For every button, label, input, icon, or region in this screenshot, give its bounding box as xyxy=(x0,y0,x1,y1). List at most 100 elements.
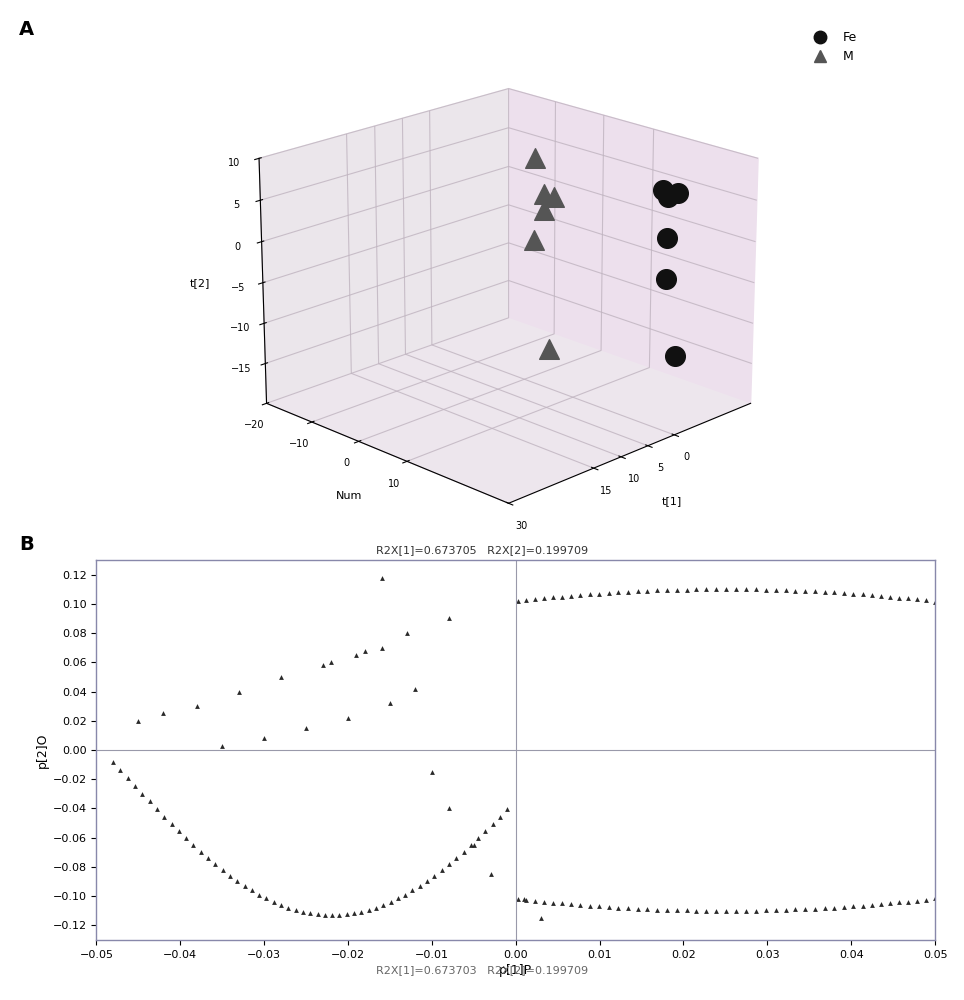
Point xyxy=(738,581,754,597)
Point xyxy=(729,903,744,919)
Point xyxy=(309,906,325,922)
Point xyxy=(237,878,253,894)
Point xyxy=(919,592,934,608)
Point xyxy=(778,582,793,598)
Point xyxy=(317,907,333,923)
Point xyxy=(601,899,616,915)
Point xyxy=(554,895,570,911)
Point xyxy=(926,890,942,906)
Text: R2X[1]=0.673703   R2X[2]=0.199709: R2X[1]=0.673703 R2X[2]=0.199709 xyxy=(376,965,588,975)
Point xyxy=(470,830,486,846)
Point xyxy=(748,903,763,919)
Point xyxy=(156,705,172,721)
Point xyxy=(952,887,964,903)
Point xyxy=(944,596,959,612)
Point xyxy=(519,892,534,908)
Point xyxy=(419,873,435,889)
Point xyxy=(493,809,508,825)
Point xyxy=(340,710,356,726)
Point xyxy=(659,582,675,598)
Point xyxy=(864,897,879,913)
Point xyxy=(807,583,822,599)
Point xyxy=(797,583,813,599)
Point xyxy=(397,887,413,903)
Point xyxy=(826,900,842,916)
Point xyxy=(399,625,415,641)
Point xyxy=(412,878,427,894)
Point xyxy=(797,901,813,917)
Point xyxy=(189,698,204,714)
Point xyxy=(817,584,832,600)
Point xyxy=(873,896,889,912)
Point xyxy=(357,643,372,659)
Y-axis label: Num: Num xyxy=(336,491,362,501)
Point xyxy=(610,584,626,600)
Point xyxy=(478,823,494,839)
Point xyxy=(909,893,924,909)
Point xyxy=(935,889,951,905)
Point xyxy=(295,904,310,920)
Point xyxy=(113,762,128,778)
Point xyxy=(688,581,704,597)
Point xyxy=(845,898,861,914)
Point xyxy=(729,581,744,597)
Point xyxy=(960,886,964,902)
Point xyxy=(718,581,734,597)
Point xyxy=(855,898,870,914)
Point xyxy=(892,590,907,606)
Point xyxy=(900,894,916,910)
Point xyxy=(592,898,607,914)
Point xyxy=(120,770,136,786)
Point xyxy=(510,593,525,609)
Point xyxy=(178,830,194,846)
Point xyxy=(408,681,423,697)
Point xyxy=(244,882,259,898)
Point xyxy=(758,582,773,598)
Point xyxy=(527,893,543,909)
Point xyxy=(788,901,803,917)
Point xyxy=(960,598,964,614)
Point xyxy=(573,587,588,603)
Point xyxy=(142,793,157,809)
Point xyxy=(376,897,391,913)
Point xyxy=(434,862,449,878)
Point xyxy=(620,584,635,600)
Point xyxy=(900,590,916,606)
Point xyxy=(639,901,655,917)
Point xyxy=(592,586,607,602)
Point xyxy=(935,595,951,611)
Point xyxy=(564,896,579,912)
Point xyxy=(374,570,389,586)
Point xyxy=(807,901,822,917)
Legend: Fe, M: Fe, M xyxy=(803,26,862,68)
Point xyxy=(582,898,598,914)
Point xyxy=(952,597,964,613)
Point xyxy=(214,738,230,754)
Point xyxy=(519,592,534,608)
Point xyxy=(669,582,684,598)
Point xyxy=(909,591,924,607)
Point xyxy=(510,891,525,907)
Point xyxy=(442,856,457,872)
Point xyxy=(944,888,959,904)
Text: B: B xyxy=(19,535,34,554)
Point xyxy=(573,897,588,913)
Point xyxy=(456,844,471,860)
Point xyxy=(546,589,561,605)
Point xyxy=(533,910,549,926)
Point xyxy=(536,894,551,910)
Point xyxy=(582,586,598,602)
Point xyxy=(536,590,551,606)
Point xyxy=(441,610,456,626)
Point xyxy=(256,730,272,746)
Point xyxy=(201,850,216,866)
Point xyxy=(864,587,879,603)
Point xyxy=(564,588,579,604)
Point xyxy=(554,589,570,605)
Point xyxy=(546,895,561,911)
Point xyxy=(339,906,355,922)
Point xyxy=(274,897,289,913)
Point xyxy=(679,582,694,598)
Point xyxy=(845,586,861,602)
Point xyxy=(186,837,201,853)
